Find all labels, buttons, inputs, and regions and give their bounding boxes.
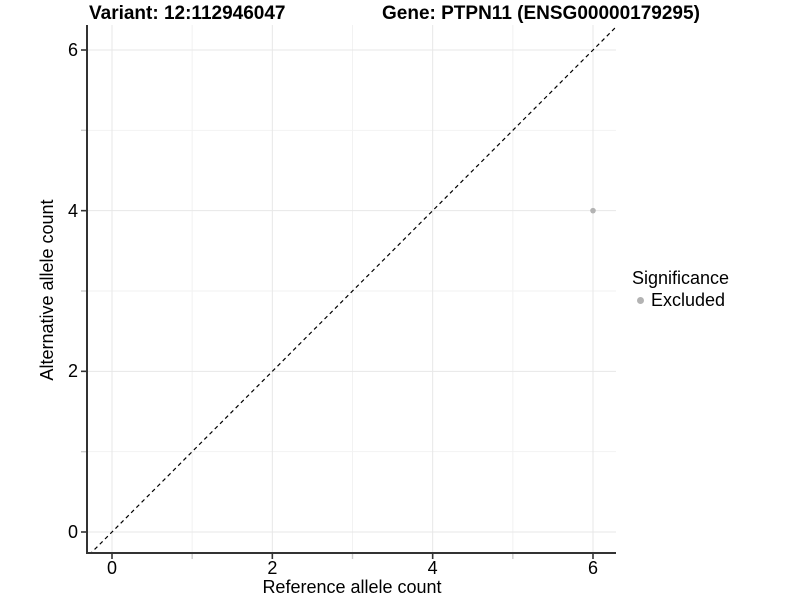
plot-title-gene: Gene: PTPN11 (ENSG00000179295) — [382, 3, 700, 24]
identity-reference-line — [90, 26, 616, 553]
x-tick-label: 2 — [267, 558, 278, 578]
legend-item-excluded: Excluded — [632, 290, 729, 310]
data-point — [590, 207, 596, 214]
y-tick-label: 6 — [67, 40, 78, 60]
legend-point-icon — [637, 296, 644, 304]
legend-item-label: Excluded — [651, 290, 726, 310]
x-tick-label: 0 — [106, 558, 117, 578]
legend-title: Significance — [632, 268, 730, 288]
x-tick-label: 6 — [587, 558, 598, 578]
x-tick-label: 4 — [427, 558, 438, 578]
x-axis-title: Reference allele count — [262, 577, 442, 597]
y-tick-label: 4 — [67, 200, 78, 221]
plot-title-variant: Variant: 12:112946047 — [89, 3, 286, 24]
legend: Significance Excluded — [632, 268, 729, 310]
y-tick-label: 0 — [67, 522, 78, 542]
y-tick-label: 2 — [67, 361, 78, 382]
y-axis-title: Alternative allele count — [37, 199, 57, 381]
